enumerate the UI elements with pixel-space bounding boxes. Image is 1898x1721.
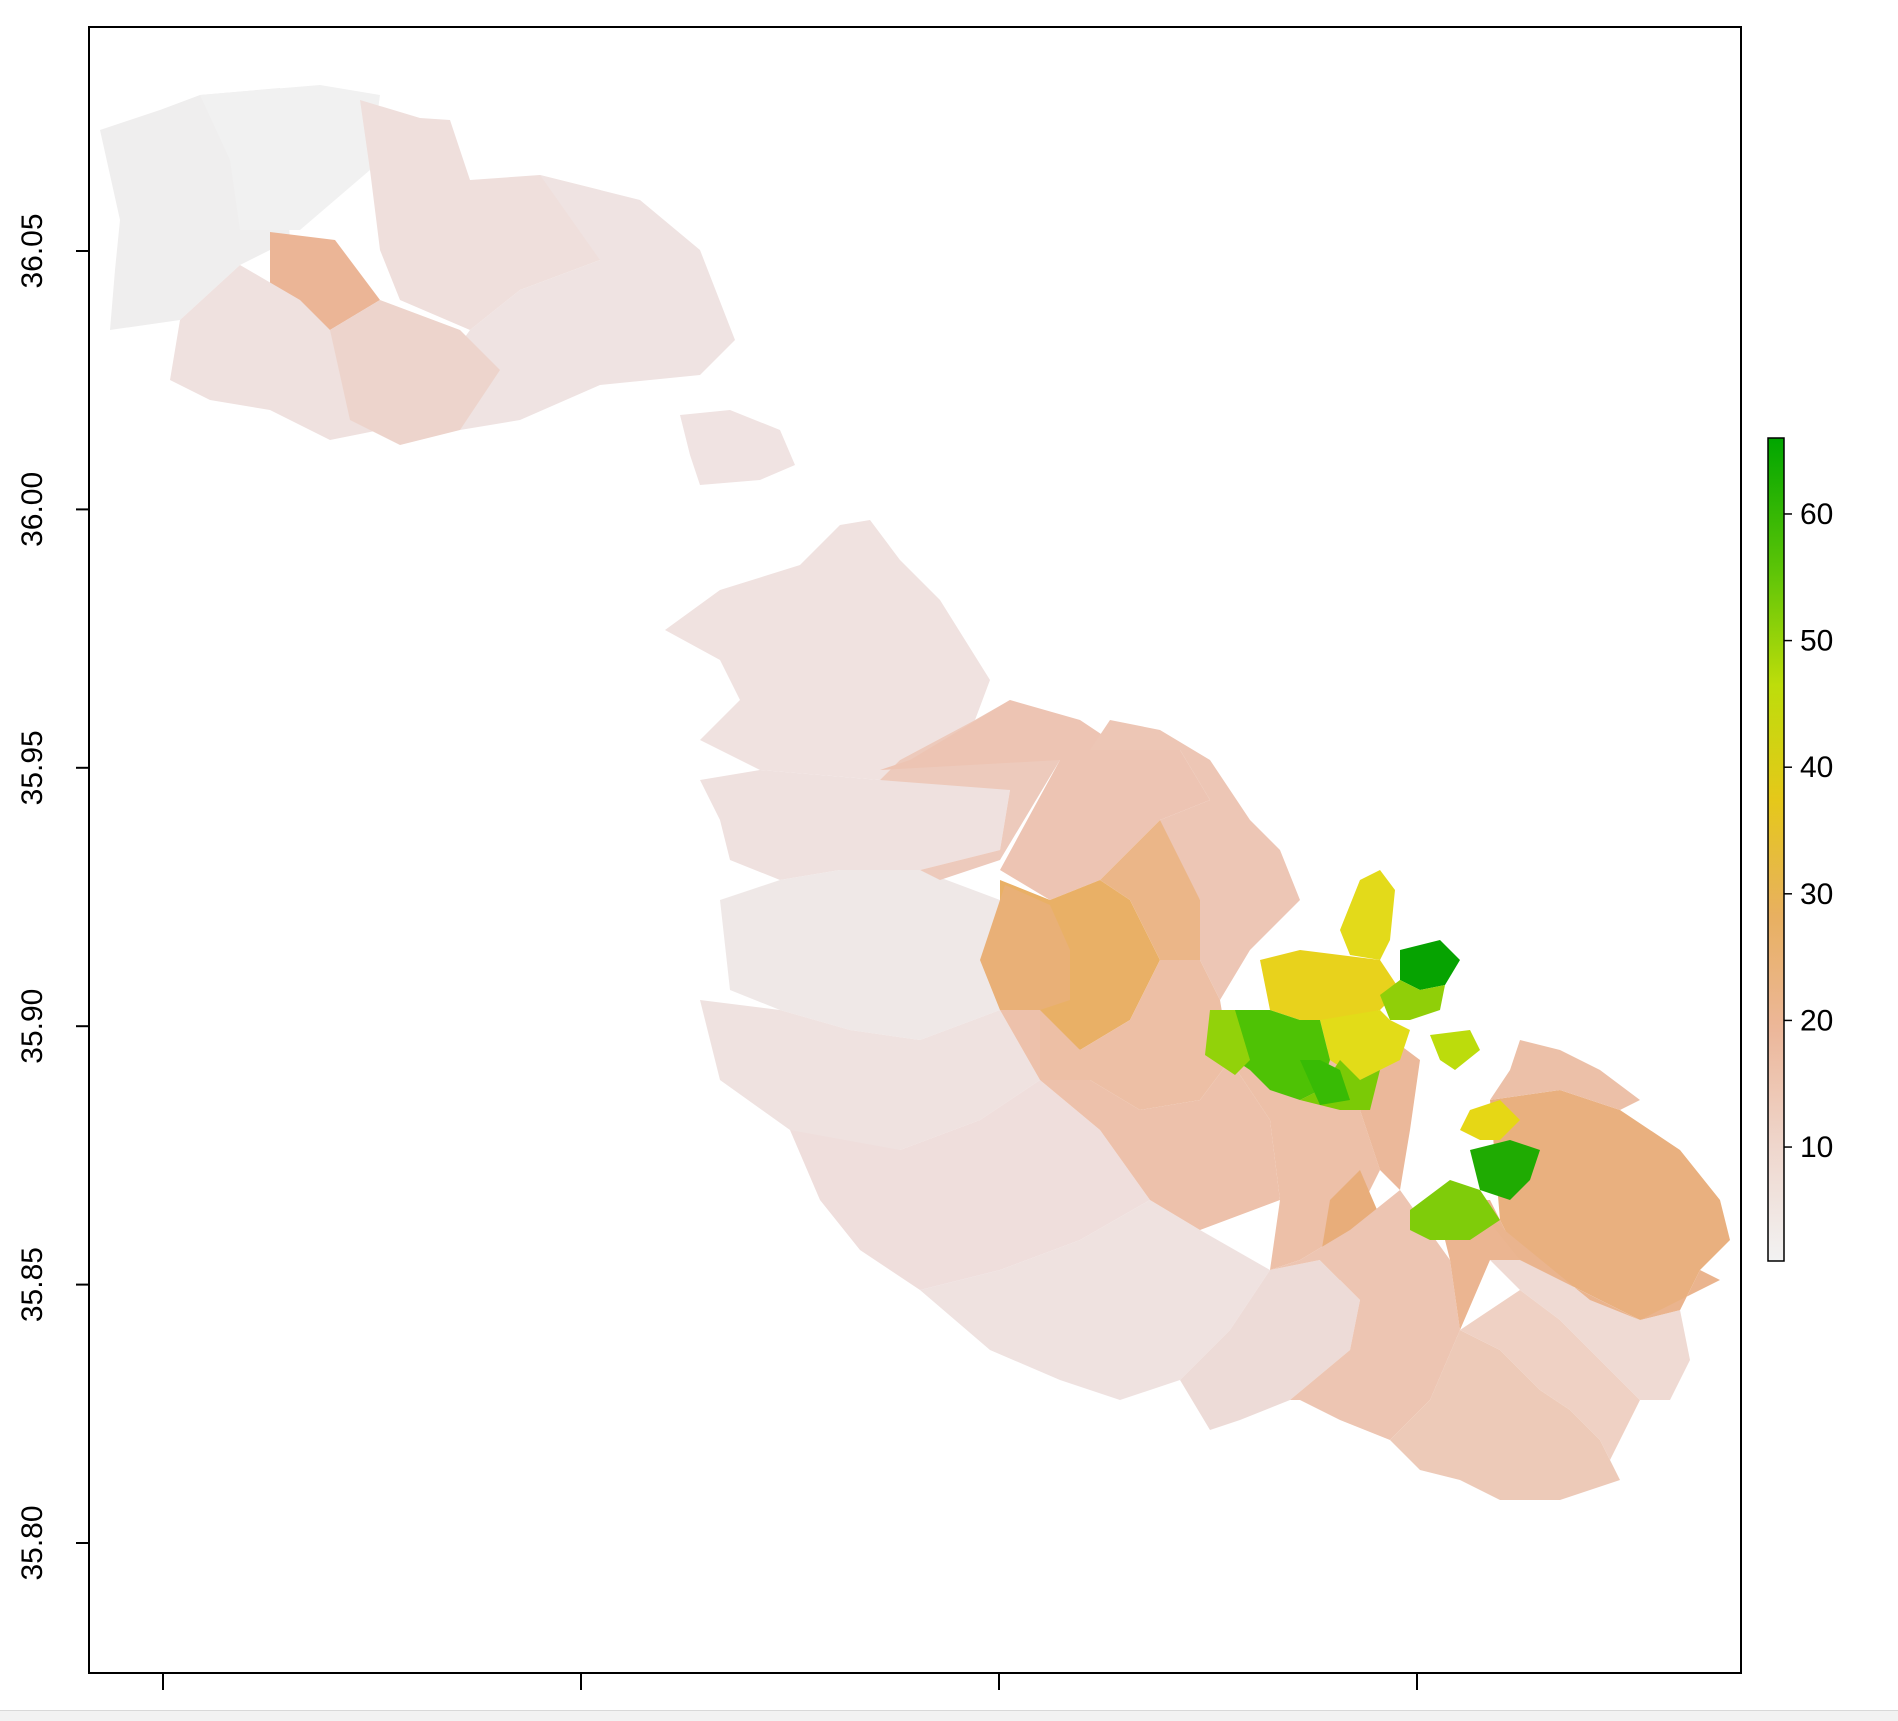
y-tick-label: 35.80 — [16, 1505, 49, 1580]
region-gozo-south-central — [330, 300, 500, 445]
region-harbour-lime-east — [1430, 1030, 1480, 1070]
region-malta-northeast — [1090, 720, 1300, 1000]
region-malta-southeast-b — [1390, 1330, 1620, 1500]
region-harbour-yellow-north — [1340, 870, 1395, 960]
map-regions — [100, 85, 1730, 1500]
region-harbour-green-dark2 — [1300, 1060, 1350, 1105]
region-malta-northwest — [665, 520, 990, 780]
region-harbour-green-big — [1220, 1010, 1330, 1100]
region-harbour-yellow-west — [1260, 950, 1400, 1020]
region-harbour-lime-south — [1410, 1180, 1500, 1240]
region-malta-central-salmon2 — [1000, 1010, 1280, 1230]
region-harbour-yellowgreen-a — [1380, 980, 1445, 1020]
y-tick-label: 36.00 — [16, 472, 49, 547]
region-malta-center-orange2 — [1100, 820, 1200, 960]
region-malta-southeast — [1270, 1190, 1460, 1440]
region-gozo-east — [420, 175, 735, 430]
x-axis — [162, 1673, 1418, 1690]
region-malta-south-coast — [920, 1200, 1270, 1400]
region-malta-west-mid — [720, 870, 1030, 1040]
legend-color-bar — [1767, 437, 1785, 1262]
region-malta-southeast-c — [1460, 1290, 1640, 1460]
region-malta-far-east-top — [1490, 1040, 1640, 1110]
y-tick-label: 35.85 — [16, 1247, 49, 1322]
region-malta-southwest — [790, 1080, 1150, 1290]
region-gozo-northwest — [200, 85, 380, 230]
region-harbour-green-south — [1470, 1140, 1540, 1200]
region-malta-far-east — [1490, 1090, 1730, 1320]
legend: 10 20 30 40 50 60 — [1767, 437, 1833, 1262]
legend-tick-label: 20 — [1800, 1004, 1833, 1037]
region-comino — [680, 410, 795, 485]
y-axis: 35.80 35.85 35.90 35.95 36.00 36.05 — [16, 213, 89, 1581]
legend-tick-label: 40 — [1800, 751, 1833, 784]
window-bottom-strip — [0, 1710, 1898, 1721]
y-tick-label: 36.05 — [16, 213, 49, 288]
legend-tick-label: 60 — [1800, 498, 1833, 531]
region-malta-far-southeast — [1490, 1260, 1690, 1400]
region-malta-central-salmon — [1040, 960, 1230, 1110]
legend-tick-label: 30 — [1800, 878, 1833, 911]
region-harbour-yellow-south — [1460, 1100, 1520, 1140]
region-malta-orange-west — [980, 885, 1070, 1010]
legend-tick-label: 50 — [1800, 625, 1833, 658]
region-gozo-north — [360, 100, 620, 330]
y-tick-label: 35.90 — [16, 989, 49, 1064]
region-malta-west-upper — [700, 760, 1010, 880]
legend-tick-label: 10 — [1800, 1131, 1833, 1164]
region-malta-south — [1180, 1260, 1360, 1430]
region-harbour-lime-west — [1205, 1010, 1250, 1075]
region-harbour-dark-green — [1400, 940, 1460, 990]
plot-frame — [88, 26, 1742, 1674]
y-tick-label: 35.95 — [16, 730, 49, 805]
region-malta-west-lower — [700, 1000, 1040, 1170]
